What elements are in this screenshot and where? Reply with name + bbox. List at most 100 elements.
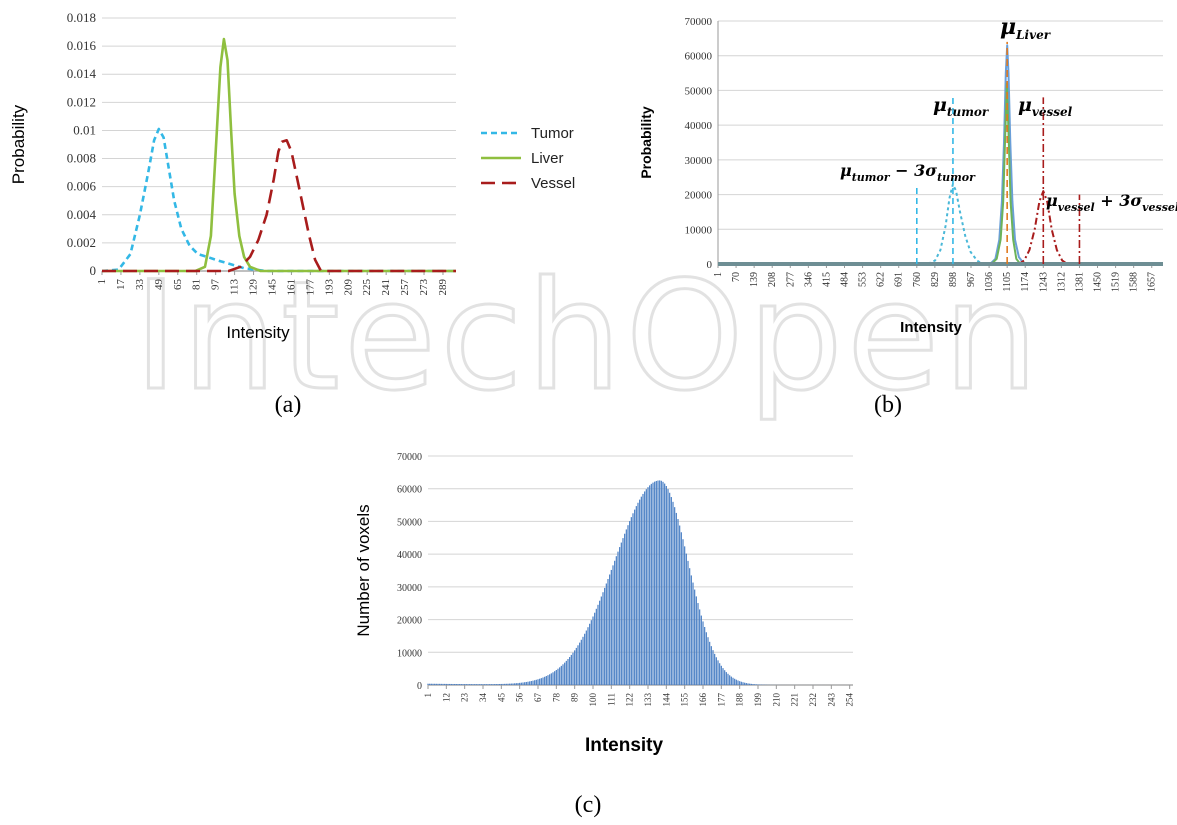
bar: [497, 684, 499, 685]
bar: [485, 684, 487, 685]
y-tick-label: 70000: [685, 16, 713, 28]
bar: [712, 650, 714, 685]
bar: [657, 480, 659, 685]
bar: [595, 608, 597, 685]
bar: [550, 673, 552, 685]
x-tick-label: 199: [753, 693, 763, 707]
x-tick-label: 1: [423, 693, 433, 698]
bar: [457, 684, 459, 685]
bar: [522, 682, 524, 685]
bar: [557, 668, 559, 685]
bar: [527, 681, 529, 685]
bar: [534, 680, 536, 685]
x-tick-label: 122: [625, 693, 635, 707]
bar: [514, 683, 516, 685]
bar: [690, 575, 692, 685]
bar: [664, 483, 666, 685]
y-tick-label: 30000: [397, 583, 422, 594]
annotation-sub: tumor: [852, 171, 891, 184]
bar: [752, 684, 754, 685]
bar: [584, 633, 586, 685]
bar: [750, 683, 752, 685]
x-tick-label: 691: [894, 272, 905, 287]
bar: [570, 654, 572, 685]
x-tick-label: 56: [515, 693, 525, 703]
bar: [692, 582, 694, 685]
bar: [622, 538, 624, 685]
bar: [740, 681, 742, 685]
bar: [474, 684, 476, 685]
bar: [434, 683, 436, 685]
bar: [694, 589, 696, 685]
bar: [620, 542, 622, 685]
bar: [745, 683, 747, 685]
bar: [757, 684, 759, 685]
watermark: IntechOpen: [132, 249, 1040, 426]
chart-a: 0 0.002 0.004 0.006 0.008 0.01 0.012 0.014 0.016…: [9, 10, 575, 342]
bar: [500, 683, 502, 685]
bar: [445, 683, 447, 685]
x-tick-label: 622: [876, 272, 887, 287]
annotation-sub: Liver: [1015, 28, 1052, 42]
annotation-mu: μ: [933, 94, 947, 116]
x-tick-label: 1450: [1093, 272, 1104, 292]
bar: [475, 684, 477, 685]
bar: [627, 525, 629, 685]
bar: [679, 525, 681, 685]
y-tick-label: 0: [417, 681, 422, 692]
bar: [525, 681, 527, 685]
annotation-rest: − 3σ: [890, 161, 938, 180]
bar: [459, 684, 461, 685]
bar: [435, 683, 437, 685]
bar: [495, 684, 497, 685]
annotation-sub2: tumor: [937, 171, 976, 184]
bar: [539, 678, 541, 685]
y-tick-label: 0: [707, 259, 713, 271]
bar: [494, 684, 496, 685]
bar: [487, 684, 489, 685]
x-tick-label: 100: [588, 693, 598, 707]
x-axis-title: Intensity: [900, 319, 962, 336]
x-tick-label: 34: [478, 693, 488, 703]
bar: [567, 659, 569, 685]
annotation-3: μtumor − 3σtumor: [840, 161, 976, 184]
bar: [537, 679, 539, 685]
x-tick-label: 17: [115, 279, 127, 291]
bar: [715, 657, 717, 685]
legend-label-liver: Liver: [531, 150, 564, 167]
bar: [602, 592, 604, 685]
x-tick-label: 1381: [1074, 272, 1085, 292]
bar: [597, 604, 599, 685]
y-axis-title: Probability: [9, 104, 28, 184]
bar: [607, 579, 609, 685]
y-tick-label: 40000: [397, 550, 422, 561]
bar: [659, 480, 661, 685]
x-tick-label: 1312: [1056, 272, 1067, 292]
y-tick-label: 0.012: [67, 94, 96, 109]
bar: [624, 533, 626, 685]
bar: [689, 568, 691, 685]
bar: [655, 480, 657, 685]
bar: [439, 683, 441, 685]
bar: [617, 551, 619, 685]
x-tick-label: 1174: [1020, 272, 1031, 292]
bar: [697, 603, 699, 685]
x-tick-label: 139: [749, 272, 760, 287]
x-tick-label: 273: [418, 279, 430, 296]
y-tick-label: 50000: [397, 517, 422, 528]
series-line-liver: [102, 37, 456, 273]
x-tick-label: 23: [460, 693, 470, 703]
bar: [732, 677, 734, 685]
bar: [504, 683, 506, 685]
x-tick-label: 1243: [1038, 272, 1049, 292]
bar: [489, 684, 491, 685]
bar: [524, 682, 526, 685]
bar: [502, 683, 504, 685]
bar: [700, 615, 702, 685]
bar: [604, 587, 606, 685]
y-tick-label: 0.016: [67, 38, 97, 53]
bar: [635, 506, 637, 685]
bar: [650, 483, 652, 685]
bar: [669, 492, 671, 685]
